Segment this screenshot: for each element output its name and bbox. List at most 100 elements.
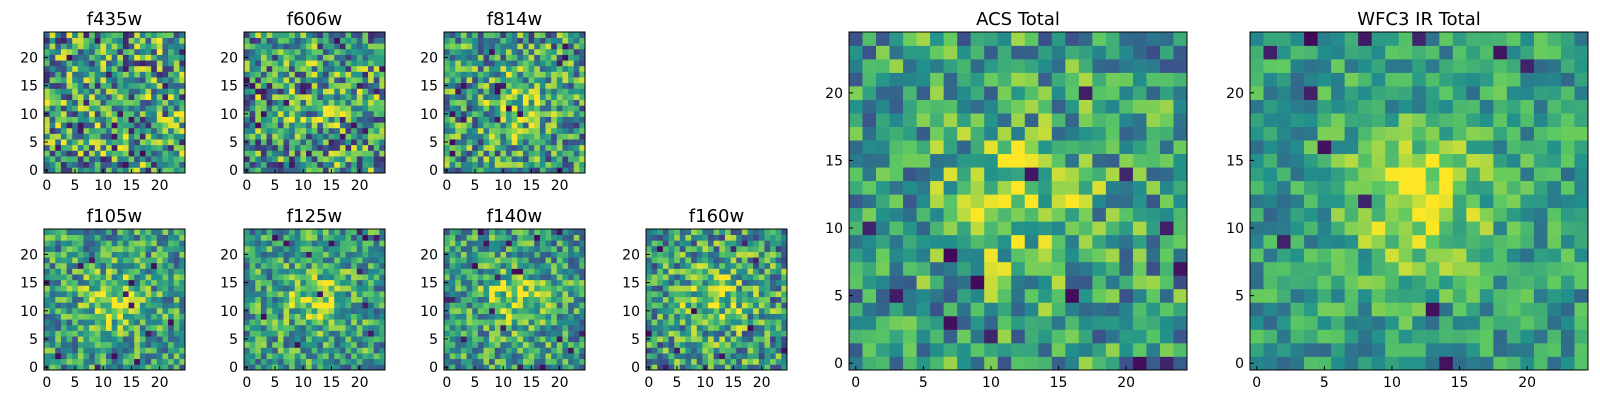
- pixel-cell: [562, 347, 569, 354]
- pixel-cell: [449, 240, 456, 247]
- pixel-cell: [849, 248, 863, 263]
- pixel-cell: [579, 99, 586, 106]
- pixel-cell: [997, 288, 1012, 303]
- pixel-cell: [522, 65, 529, 72]
- pixel-cell: [916, 207, 931, 222]
- x-tick-label: 20: [351, 178, 369, 194]
- pixel-cell: [747, 364, 754, 371]
- pixel-cell: [306, 48, 313, 55]
- pixel-cell: [517, 127, 524, 134]
- pixel-cell: [72, 341, 79, 348]
- pixel-cell: [72, 105, 79, 112]
- pixel-cell: [662, 353, 669, 360]
- pixel-cell: [545, 234, 552, 241]
- pixel-cell: [60, 156, 67, 163]
- pixel-cell: [49, 167, 56, 174]
- pixel-cell: [162, 257, 169, 264]
- pixel-cell: [781, 240, 788, 247]
- pixel-cell: [1132, 261, 1147, 276]
- pixel-cell: [444, 313, 450, 320]
- pixel-cell: [83, 94, 90, 101]
- pixel-cell: [551, 229, 558, 235]
- pixel-cell: [373, 296, 380, 303]
- pixel-cell: [151, 37, 158, 44]
- pixel-cell: [168, 302, 175, 309]
- pixel-cell: [83, 257, 90, 264]
- pixel-cell: [277, 358, 284, 365]
- pixel-cell: [373, 245, 380, 252]
- pixel-cell: [266, 353, 273, 360]
- pixel-cell: [758, 353, 765, 360]
- pixel-cell: [466, 229, 473, 235]
- pixel-cell: [764, 240, 771, 247]
- pixel-cell: [139, 324, 146, 331]
- pixel-cell: [568, 358, 575, 365]
- pixel-cell: [903, 261, 917, 276]
- pixel-cell: [539, 110, 546, 117]
- pixel-cell: [494, 105, 501, 112]
- pixel-cell: [539, 245, 546, 252]
- pixel-cell: [49, 71, 56, 78]
- pixel-cell: [179, 88, 186, 95]
- pixel-cell: [345, 48, 352, 55]
- pixel-cell: [747, 302, 754, 309]
- pixel-cell: [77, 77, 84, 84]
- pixel-cell: [300, 65, 307, 72]
- pixel-cell: [646, 302, 652, 309]
- pixel-cell: [562, 324, 569, 331]
- pixel-cell: [134, 116, 141, 123]
- pixel-cell: [1132, 180, 1147, 195]
- pixel-cell: [477, 43, 484, 50]
- pixel-cell: [289, 319, 296, 326]
- pixel-cell: [573, 37, 580, 44]
- pixel-cell: [362, 88, 369, 95]
- pixel-cell: [156, 268, 163, 275]
- pixel-cell: [444, 71, 450, 78]
- pixel-cell: [539, 71, 546, 78]
- pixel-cell: [573, 43, 580, 50]
- pixel-cell: [173, 133, 180, 140]
- pixel-cell: [122, 257, 129, 264]
- pixel-cell: [373, 150, 380, 157]
- pixel-cell: [156, 274, 163, 281]
- pixel-cell: [328, 240, 335, 247]
- pixel-cell: [260, 358, 267, 365]
- pixel-cell: [351, 234, 358, 241]
- pixel-cell: [362, 144, 369, 151]
- pixel-cell: [66, 262, 73, 269]
- pixel-cell: [460, 353, 467, 360]
- pixel-cell: [351, 65, 358, 72]
- pixel-cell: [55, 116, 62, 123]
- pixel-cell: [876, 356, 890, 371]
- pixel-cell: [49, 127, 56, 134]
- pixel-cell: [1159, 180, 1174, 195]
- pixel-cell: [368, 274, 375, 281]
- pixel-cell: [356, 262, 363, 269]
- pixel-cell: [758, 330, 765, 337]
- pixel-cell: [579, 291, 586, 298]
- pixel-cell: [173, 347, 180, 354]
- pixel-cell: [741, 296, 748, 303]
- pixel-cell: [168, 336, 175, 343]
- pixel-cell: [351, 88, 358, 95]
- pixel-cell: [646, 341, 652, 348]
- pixel-cell: [49, 319, 56, 326]
- pixel-cell: [736, 341, 743, 348]
- pixel-cell: [83, 116, 90, 123]
- pixel-cell: [89, 144, 96, 151]
- pixel-cell: [494, 82, 501, 89]
- pixel-cell: [106, 302, 113, 309]
- pixel-cell: [255, 161, 262, 168]
- pixel-cell: [122, 319, 129, 326]
- pixel-cell: [294, 262, 301, 269]
- pixel-cell: [551, 99, 558, 106]
- pixel-cell: [455, 94, 462, 101]
- pixel-cell: [55, 240, 62, 247]
- pixel-cell: [970, 153, 985, 168]
- panel-title: f814w: [487, 9, 542, 30]
- pixel-cell: [500, 54, 507, 61]
- pixel-cell: [362, 262, 369, 269]
- pixel-cell: [311, 71, 318, 78]
- pixel-cell: [494, 291, 501, 298]
